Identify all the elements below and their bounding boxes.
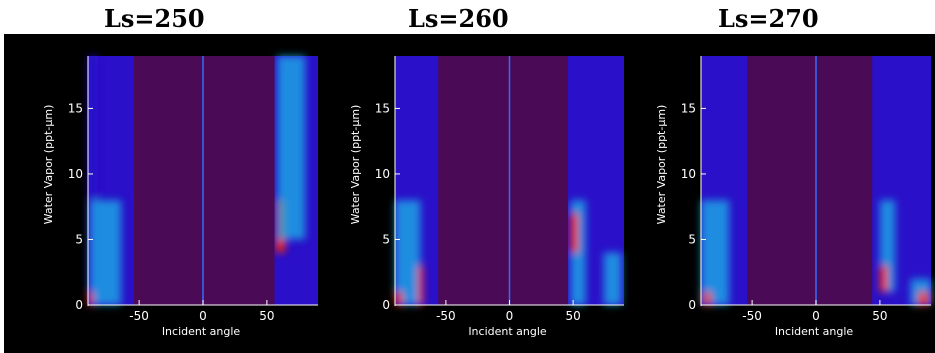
y-tick-label: 5 bbox=[382, 232, 390, 246]
heatmap-feature-6 bbox=[918, 291, 929, 305]
x-tick-label: 0 bbox=[812, 309, 820, 323]
x-tick-label: 0 bbox=[199, 309, 207, 323]
x-tick-label: 0 bbox=[506, 309, 514, 323]
heatmap-feature-2 bbox=[703, 291, 712, 305]
y-tick-label: 15 bbox=[375, 101, 390, 115]
x-axis-label: Incident angle bbox=[775, 325, 854, 338]
panel-title-ls250: Ls=250 bbox=[104, 4, 205, 33]
heatmap-feature-1 bbox=[88, 56, 99, 305]
y-tick-label: 0 bbox=[382, 298, 390, 312]
y-tick-label: 15 bbox=[68, 101, 83, 115]
y-axis-label: Water Vapor (ppt-μm) bbox=[349, 105, 362, 225]
heatmap-feature-3 bbox=[88, 291, 94, 305]
y-tick-label: 5 bbox=[688, 232, 696, 246]
heatmap-panel-1: -50 0 50 0 5 10 15 Incident angle Water Vapor (p… bbox=[42, 56, 318, 338]
x-tick-label: 50 bbox=[259, 309, 274, 323]
y-tick-label: 0 bbox=[75, 298, 83, 312]
y-tick-label: 5 bbox=[75, 232, 83, 246]
y-tick-label: 10 bbox=[681, 167, 696, 181]
x-tick-label: -50 bbox=[129, 309, 149, 323]
heatmap-feature-5 bbox=[277, 56, 306, 240]
no-data-region-1 bbox=[747, 56, 873, 305]
x-tick-label: 50 bbox=[565, 309, 580, 323]
y-axis-label: Water Vapor (ppt-μm) bbox=[42, 105, 55, 225]
heatmap-feature-1 bbox=[395, 200, 421, 305]
x-tick-label: 50 bbox=[872, 309, 887, 323]
y-tick-label: 15 bbox=[681, 101, 696, 115]
heatmap-panel-3: -50 0 50 0 5 10 15 Incident angle Water Vapor (p… bbox=[655, 56, 931, 338]
feature-group bbox=[701, 200, 931, 305]
x-axis-label: Incident angle bbox=[468, 325, 547, 338]
heatmap-feature-3 bbox=[417, 265, 423, 305]
feature-group bbox=[395, 200, 622, 305]
heatmap-feature-1 bbox=[701, 200, 730, 305]
x-axis-label: Incident angle bbox=[162, 325, 241, 338]
heatmap-feature-6 bbox=[603, 252, 622, 305]
y-tick-label: 0 bbox=[688, 298, 696, 312]
x-tick-label: -50 bbox=[436, 309, 456, 323]
y-tick-label: 10 bbox=[68, 167, 83, 181]
no-data-region-1 bbox=[438, 56, 569, 305]
no-data-region-1 bbox=[134, 56, 275, 305]
x-tick-label: -50 bbox=[742, 309, 762, 323]
heatmap-feature-2 bbox=[395, 291, 403, 305]
heatmap-feature-5 bbox=[570, 213, 579, 253]
feature-group bbox=[88, 56, 306, 305]
panel-title-ls270: Ls=270 bbox=[718, 4, 819, 33]
panel-title-ls260: Ls=260 bbox=[408, 4, 509, 33]
heatmap-feature-4 bbox=[879, 265, 888, 292]
heatmap-feature-2 bbox=[90, 200, 122, 305]
y-tick-label: 10 bbox=[375, 167, 390, 181]
y-axis-label: Water Vapor (ppt-μm) bbox=[655, 105, 668, 225]
heatmap-panel-2: -50 0 50 0 5 10 15 Incident angle Water Vapor (p… bbox=[349, 56, 624, 338]
